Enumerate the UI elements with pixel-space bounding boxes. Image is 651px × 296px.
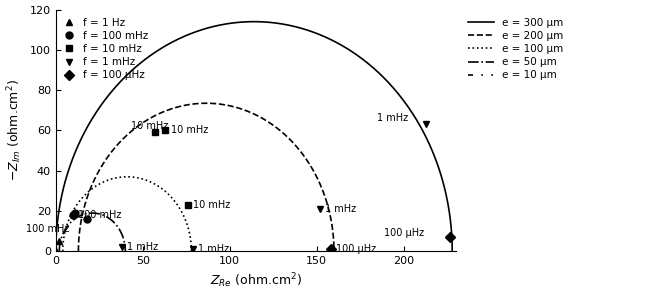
Text: 1 mHz: 1 mHz xyxy=(378,113,409,123)
Text: 100 μHz: 100 μHz xyxy=(336,244,376,254)
Legend: e = 300 μm, e = 200 μm, e = 100 μm, e = 50 μm, e = 10 μm: e = 300 μm, e = 200 μm, e = 100 μm, e = … xyxy=(465,15,567,83)
Text: 10 mHz: 10 mHz xyxy=(193,200,230,210)
Text: 1 mHz: 1 mHz xyxy=(127,242,158,252)
Text: 100 mHz: 100 mHz xyxy=(78,210,122,220)
Text: 1 mHz: 1 mHz xyxy=(326,204,356,214)
X-axis label: $Z_{Re}$ (ohm.cm$^2$): $Z_{Re}$ (ohm.cm$^2$) xyxy=(210,272,302,290)
Text: 1 mHz: 1 mHz xyxy=(199,244,230,254)
Text: 10 mHz: 10 mHz xyxy=(171,126,208,136)
Text: 100 mHz: 100 mHz xyxy=(26,224,70,234)
Text: 10 mHz: 10 mHz xyxy=(131,121,168,131)
Text: 100 μHz: 100 μHz xyxy=(384,228,424,238)
Y-axis label: $-Z_{Im}$ (ohm.cm$^2$): $-Z_{Im}$ (ohm.cm$^2$) xyxy=(6,79,24,181)
